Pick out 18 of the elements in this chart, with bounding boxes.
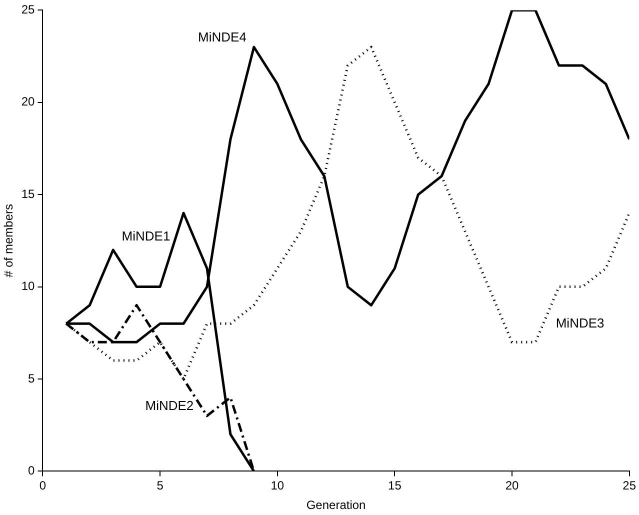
y-tick-label: 0 — [28, 464, 36, 478]
x-axis-title: Generation — [306, 498, 366, 512]
x-tick-label: 0 — [39, 478, 46, 493]
series-label: MiNDE2 — [145, 398, 194, 414]
x-tick-label: 25 — [622, 478, 636, 493]
series-label: MiNDE3 — [556, 315, 604, 330]
y-tick-label: 15 — [21, 186, 36, 201]
x-tick-label: 10 — [270, 478, 284, 493]
series-label: MiNDE1 — [122, 228, 170, 244]
series-label: MiNDE4 — [198, 29, 246, 44]
y-tick-label: 10 — [21, 279, 36, 294]
y-axis-title: # of members — [2, 204, 16, 278]
y-tick-label: 5 — [28, 371, 36, 386]
x-tick-label: 20 — [505, 478, 520, 493]
y-tick-label: 20 — [21, 94, 36, 109]
y-tick-label: 25 — [21, 2, 36, 17]
x-tick-label: 15 — [388, 478, 402, 493]
x-tick-label: 5 — [156, 478, 164, 493]
